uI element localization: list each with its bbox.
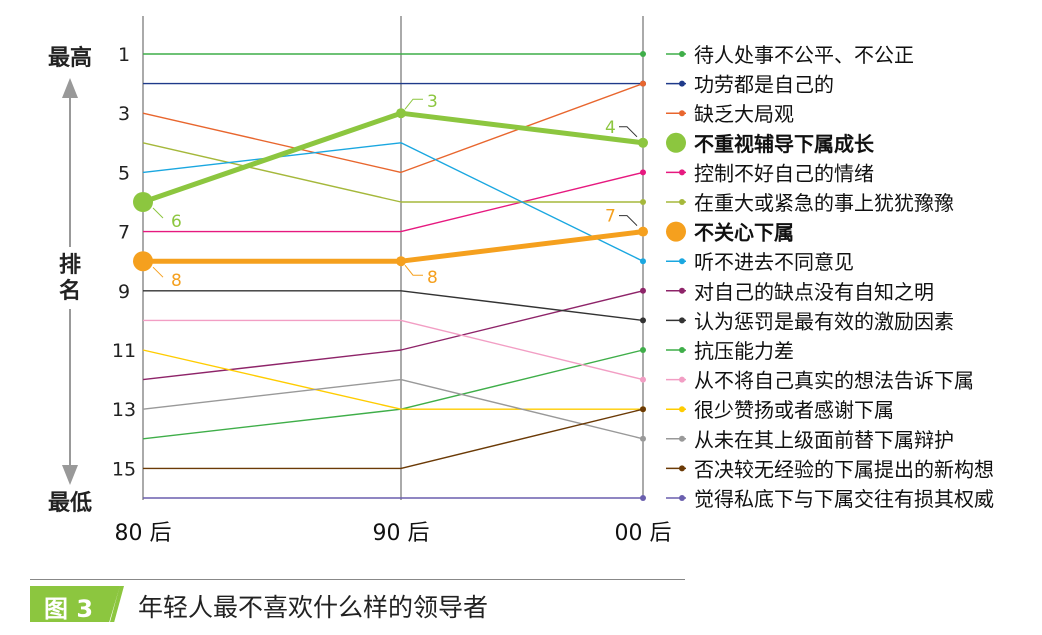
caption-rule xyxy=(30,579,685,580)
figure-caption: 年轻人最不喜欢什么样的领导者 xyxy=(138,593,489,622)
y-tick-label: 5 xyxy=(118,162,130,184)
y-label-backdrop xyxy=(52,247,88,309)
y-tick-label: 9 xyxy=(118,281,130,303)
legend-marker xyxy=(679,495,685,501)
legend-label: 不重视辅导下属成长 xyxy=(694,132,875,156)
series-line-9 xyxy=(142,290,644,381)
legend-label: 待人处事不公平、不公正 xyxy=(694,43,914,67)
figure-tag-text: 图 3 xyxy=(44,595,94,623)
series-line-8 xyxy=(142,142,644,262)
x-category-label: 00 后 xyxy=(615,521,672,546)
legend-marker xyxy=(666,132,686,153)
data-point xyxy=(640,317,646,324)
y-tick-label: 13 xyxy=(112,399,136,421)
data-label: 8 xyxy=(171,271,182,291)
data-point xyxy=(640,406,646,413)
data-label-leader xyxy=(619,215,638,226)
legend-label: 对自己的缺点没有自知之明 xyxy=(694,280,934,304)
data-point xyxy=(638,137,648,148)
y-arrow-head-up xyxy=(62,78,78,98)
y-tick-label: 7 xyxy=(118,222,130,244)
data-point xyxy=(396,256,406,267)
data-point xyxy=(640,169,646,176)
y-arrow-head-down xyxy=(62,465,78,485)
legend-label: 觉得私底下与下属交往有损其权威 xyxy=(694,487,994,511)
legend-marker xyxy=(679,80,685,87)
legend-label: 从未在其上级面前替下属辩护 xyxy=(694,428,954,452)
legend-marker xyxy=(679,465,685,472)
legend-marker xyxy=(679,199,685,205)
series-line-7 xyxy=(143,229,644,264)
y-tick-label: 11 xyxy=(112,340,136,362)
y-top-label: 最高 xyxy=(48,45,92,71)
y-tick-label: 15 xyxy=(112,458,136,480)
data-point xyxy=(396,108,406,119)
series-line-13 xyxy=(142,349,643,410)
data-point xyxy=(640,435,646,442)
legend-marker xyxy=(679,376,685,383)
legend-marker xyxy=(679,110,685,117)
legend-marker xyxy=(679,287,685,294)
legend-marker xyxy=(679,258,685,265)
legend-marker xyxy=(666,221,686,242)
data-label-leader xyxy=(152,207,164,219)
data-point xyxy=(640,347,646,353)
data-point xyxy=(640,495,646,501)
legend-label: 缺乏大局观 xyxy=(694,102,794,126)
data-label: 7 xyxy=(605,207,616,227)
data-point-large xyxy=(133,251,153,272)
series-line-14 xyxy=(142,378,644,440)
legend-label: 否决较无经验的下属提出的新构想 xyxy=(694,457,994,481)
x-category-label: 90 后 xyxy=(373,521,430,546)
data-point xyxy=(640,199,646,205)
legend-label: 认为惩罚是最有效的激励因素 xyxy=(694,309,954,333)
legend-label: 从不将自己真实的想法告诉下属 xyxy=(694,369,974,393)
legend-marker xyxy=(679,347,685,353)
y-axis-label-char: 名 xyxy=(59,278,81,304)
legend-marker xyxy=(679,317,685,324)
x-category-label: 80 后 xyxy=(115,521,172,546)
data-label-leader xyxy=(404,98,423,110)
legend-label: 不关心下属 xyxy=(694,221,794,245)
data-point xyxy=(638,226,648,237)
legend-label: 在重大或紧急的事上犹犹豫豫 xyxy=(694,191,954,215)
data-label: 8 xyxy=(427,268,438,288)
data-label-leader xyxy=(152,266,164,278)
legend-marker xyxy=(679,169,685,176)
legend-marker xyxy=(679,51,685,57)
series-line-12 xyxy=(143,319,644,381)
y-tick-label: 3 xyxy=(118,103,130,125)
y-bottom-label: 最低 xyxy=(48,491,92,516)
y-axis-label-char: 排 xyxy=(59,253,81,278)
data-label: 3 xyxy=(427,92,438,112)
data-point-large xyxy=(133,192,153,212)
data-label-leader xyxy=(619,126,638,138)
data-point xyxy=(640,80,646,87)
legend-label: 控制不好自己的情绪 xyxy=(694,161,874,185)
series-line-15 xyxy=(143,408,644,470)
data-label: 4 xyxy=(605,118,616,138)
series-line-5 xyxy=(143,171,644,233)
data-label: 6 xyxy=(171,212,182,232)
legend-label: 抗压能力差 xyxy=(694,339,794,363)
legend-marker xyxy=(679,406,685,413)
data-point xyxy=(640,258,646,265)
series-line-3 xyxy=(142,82,644,174)
data-point xyxy=(640,287,646,294)
series-line-6 xyxy=(142,142,643,203)
legend-label: 功劳都是自己的 xyxy=(694,73,834,97)
legend-label: 听不进去不同意见 xyxy=(694,250,854,274)
legend-marker xyxy=(679,435,685,442)
series-line-4 xyxy=(142,110,644,205)
series-line-10 xyxy=(143,290,644,322)
data-point xyxy=(640,376,646,383)
data-label-leader xyxy=(404,264,423,276)
series-line-11 xyxy=(142,349,644,440)
legend-label: 很少赞扬或者感谢下属 xyxy=(694,398,894,422)
data-point xyxy=(640,51,646,57)
figure-tag: 图 3 xyxy=(30,586,120,622)
y-tick-label: 1 xyxy=(118,44,130,66)
